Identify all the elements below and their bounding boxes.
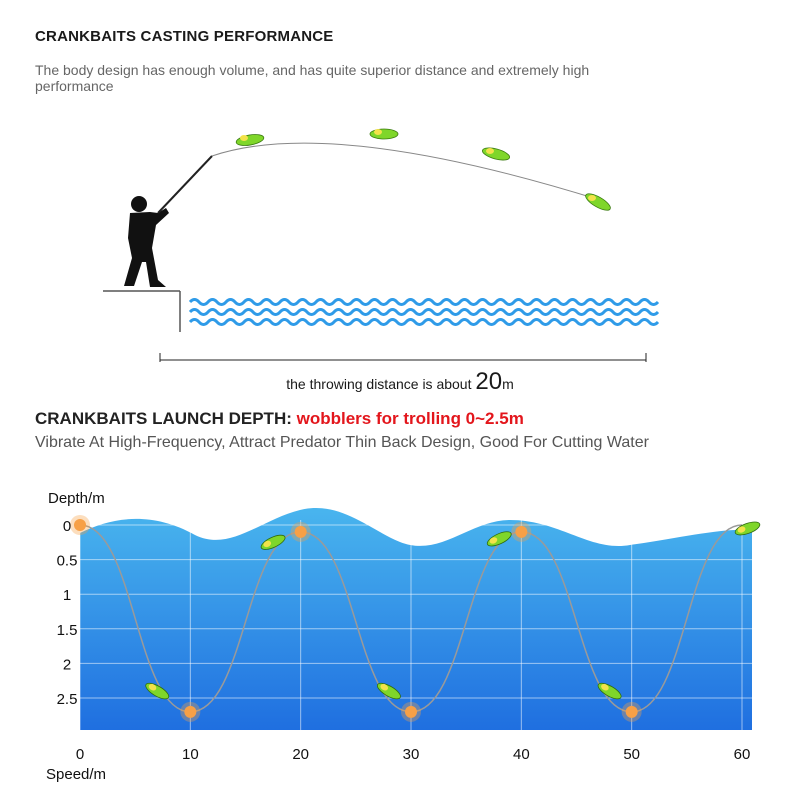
distance-prefix: the throwing distance is about: [286, 376, 472, 392]
fisherman-icon: [124, 155, 213, 287]
x-tick-label: 40: [513, 746, 530, 763]
water-waves: [188, 298, 660, 326]
x-tick-label: 10: [182, 746, 199, 763]
lure-icon: [377, 682, 401, 700]
data-point: [625, 705, 638, 718]
y-tick-label: 1: [63, 587, 71, 604]
distance-unit: m: [502, 376, 514, 392]
x-tick-label: 20: [292, 746, 309, 763]
y-tick-label: 2: [63, 656, 71, 673]
y-tick-label: 1.5: [57, 622, 78, 639]
pier-icon: [103, 290, 181, 332]
lure-icon: [482, 147, 510, 161]
lure-icon: [145, 682, 170, 700]
y-tick-label: 0.5: [57, 553, 78, 570]
depth-title-highlight: wobblers for trolling 0~2.5m: [296, 409, 524, 428]
x-tick-label: 60: [734, 746, 751, 763]
lure-icon: [369, 128, 399, 140]
distance-value: 20: [475, 368, 503, 395]
data-point: [74, 519, 86, 531]
distance-ruler: [159, 353, 647, 362]
y-tick-label: 2.5: [57, 691, 78, 708]
distance-caption: the throwing distance is about 20m: [0, 368, 800, 396]
y-tick-labels: 0 0.5 1 1.5 2 2.5: [57, 518, 78, 708]
data-point: [515, 525, 528, 538]
depth-description: Vibrate At High-Frequency, Attract Preda…: [35, 434, 649, 451]
x-tick-label: 0: [76, 746, 84, 763]
depth-title: CRANKBAITS LAUNCH DEPTH: wobblers for tr…: [35, 409, 524, 429]
casting-description: The body design has enough volume, and h…: [35, 62, 590, 94]
chart-markers: [70, 515, 642, 722]
data-point: [405, 705, 417, 718]
x-axis-label: Speed/m: [46, 766, 106, 783]
x-tick-labels: 0 10 20 30 40 50 60: [76, 746, 751, 763]
data-point: [184, 705, 197, 718]
casting-line: [211, 142, 601, 201]
x-tick-label: 50: [623, 746, 640, 763]
lure-icon: [734, 521, 761, 536]
y-tick-label: 0: [63, 518, 71, 535]
chart-lures: [145, 521, 761, 700]
x-tick-label: 30: [403, 746, 420, 763]
y-axis-label: Depth/m: [48, 490, 105, 507]
depth-title-main: CRANKBAITS LAUNCH DEPTH:: [35, 409, 292, 428]
chart-grid: [79, 520, 752, 730]
lure-icon: [235, 134, 265, 146]
data-point: [294, 525, 307, 538]
water-body: [80, 507, 752, 730]
lure-icon: [597, 682, 622, 700]
casting-title: CRANKBAITS CASTING PERFORMANCE: [35, 28, 334, 45]
lure-icon: [585, 193, 611, 211]
lure-icon: [260, 534, 286, 550]
lure-icon: [486, 531, 512, 547]
